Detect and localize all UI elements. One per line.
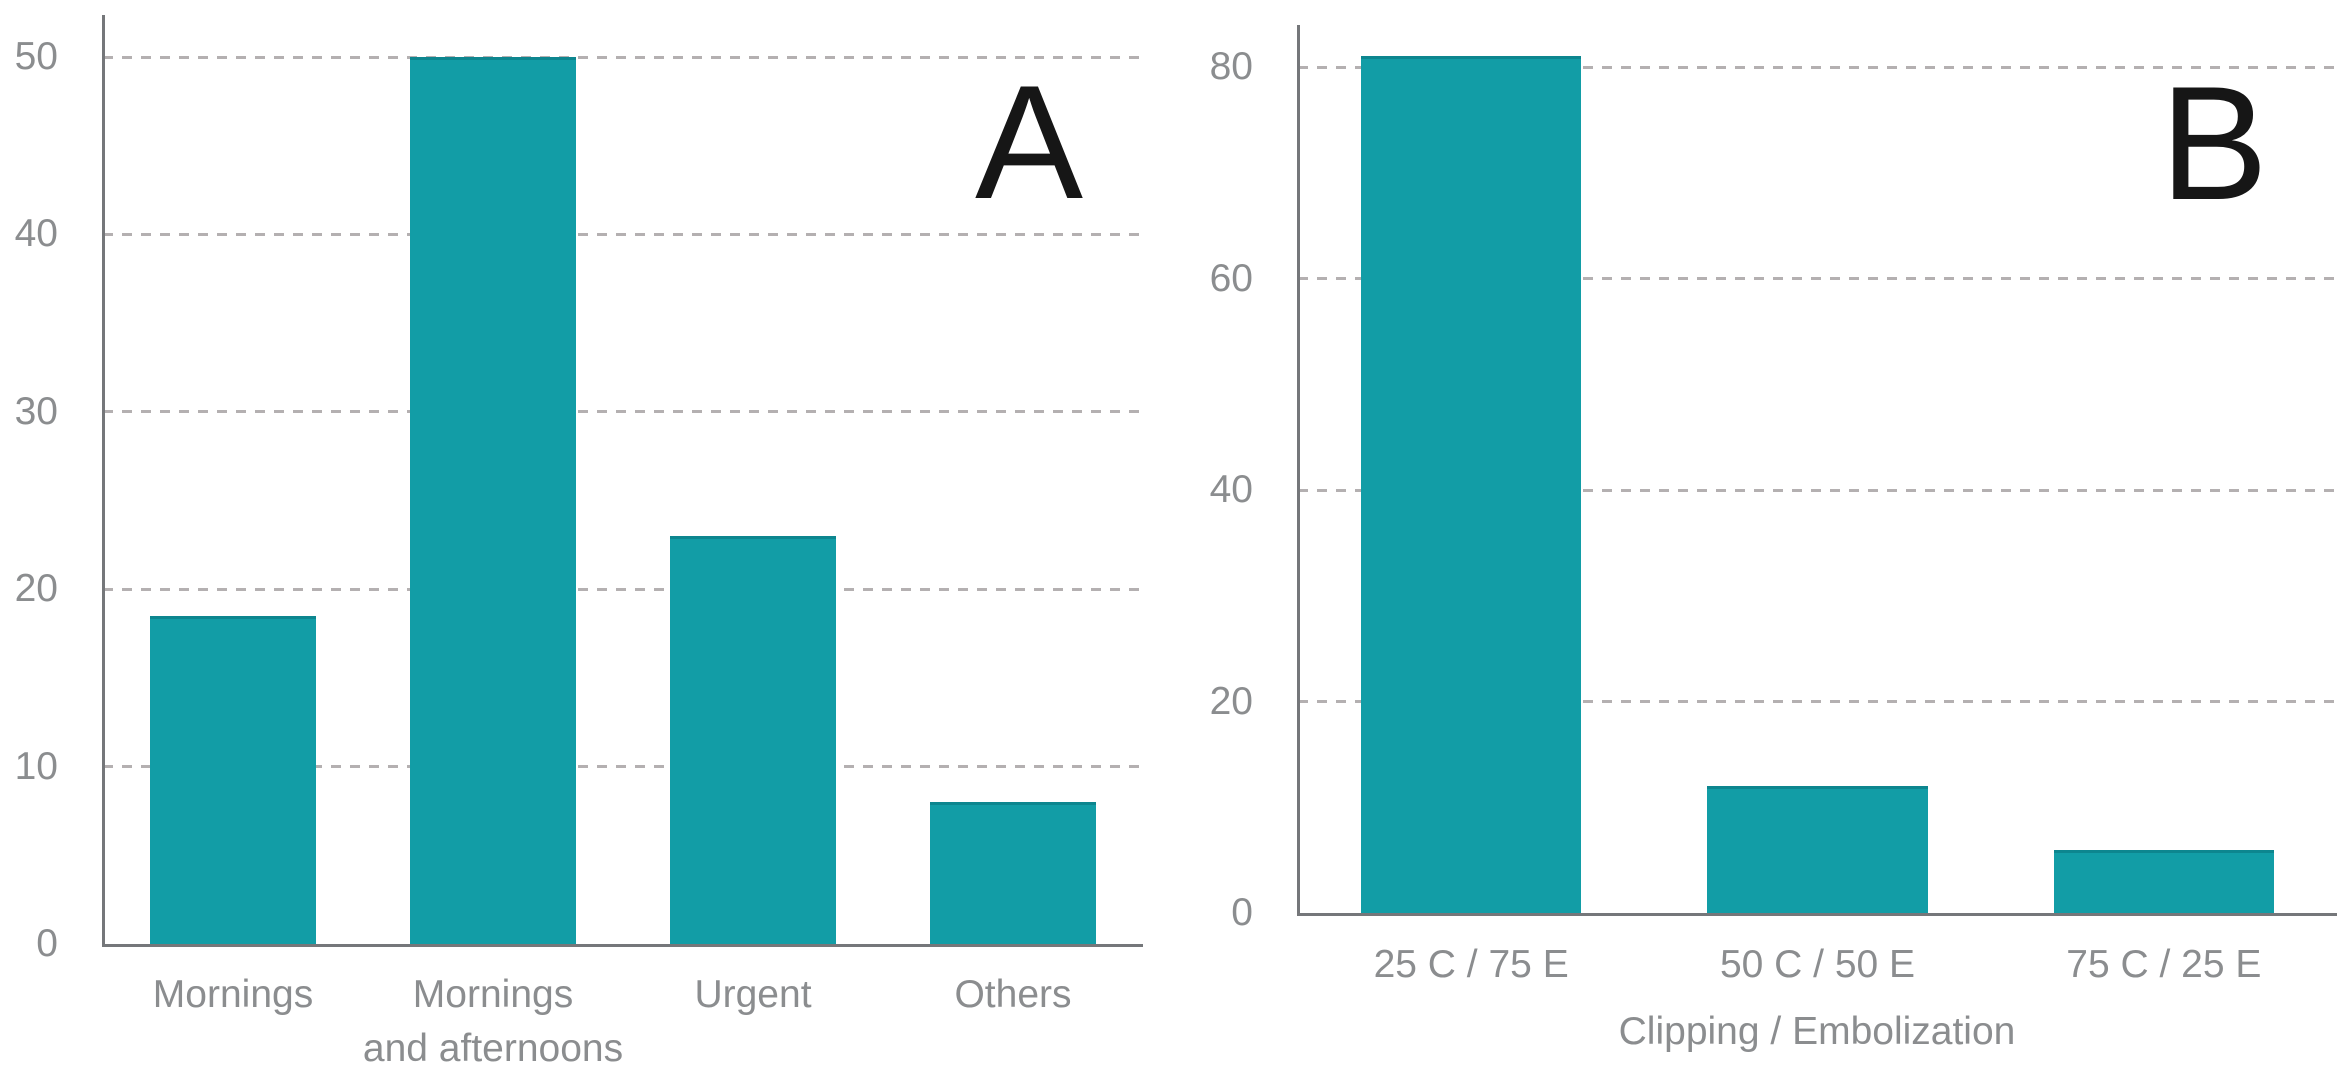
- y-tick-label: 20: [14, 567, 58, 611]
- bar-others: [930, 802, 1096, 944]
- bar-urgent: [670, 535, 836, 944]
- x-axis-line: [1296, 913, 2337, 916]
- gridline: [1298, 700, 2337, 703]
- bar-75-c-/-25-e: [2053, 849, 2275, 913]
- x-tick-label: Mornings and afternoons: [362, 973, 624, 1070]
- x-tick-label: 25 C / 75 E: [1373, 943, 1569, 986]
- x-tick-label: Others: [954, 973, 1072, 1016]
- bar-mornings: [150, 615, 316, 944]
- gridline: [103, 55, 1143, 59]
- x-tick-label: Urgent: [694, 973, 812, 1016]
- panel-a-letter: A: [975, 52, 1084, 233]
- x-tick-label: Mornings: [152, 973, 314, 1016]
- gridline: [1298, 65, 2337, 69]
- y-tick-label: 10: [14, 744, 58, 788]
- panel-b-letter: B: [2160, 53, 2269, 234]
- y-axis-line: [101, 15, 105, 947]
- y-tick-label: 20: [1209, 679, 1253, 723]
- y-tick-label: 40: [1209, 468, 1253, 511]
- gridline: [1298, 488, 2337, 492]
- bar-50-c-/-50-e: [1707, 786, 1928, 913]
- bar-25-c-/-75-e: [1360, 56, 1582, 913]
- y-axis-line: [1296, 25, 1300, 916]
- bar-mornings-and-afternoons: [410, 57, 576, 944]
- y-tick-label: 30: [14, 389, 58, 433]
- y-tick-label: 60: [1209, 256, 1253, 300]
- y-tick-label: 0: [1231, 891, 1253, 934]
- gridline: [1298, 277, 2337, 280]
- y-tick-label: 50: [14, 35, 58, 78]
- gridline: [103, 765, 1143, 769]
- y-tick-label: 80: [1209, 45, 1253, 88]
- x-tick-label: 50 C / 50 E: [1719, 943, 1916, 986]
- gridline: [103, 587, 1143, 591]
- gridline: [103, 410, 1143, 414]
- x-axis-title: Clipping / Embolization: [1618, 1010, 2016, 1053]
- y-tick-label: 40: [14, 212, 58, 256]
- x-tick-label: 75 C / 25 E: [2066, 943, 2262, 986]
- y-tick-label: 0: [36, 922, 58, 965]
- x-axis-line: [101, 944, 1143, 947]
- gridline: [103, 232, 1143, 236]
